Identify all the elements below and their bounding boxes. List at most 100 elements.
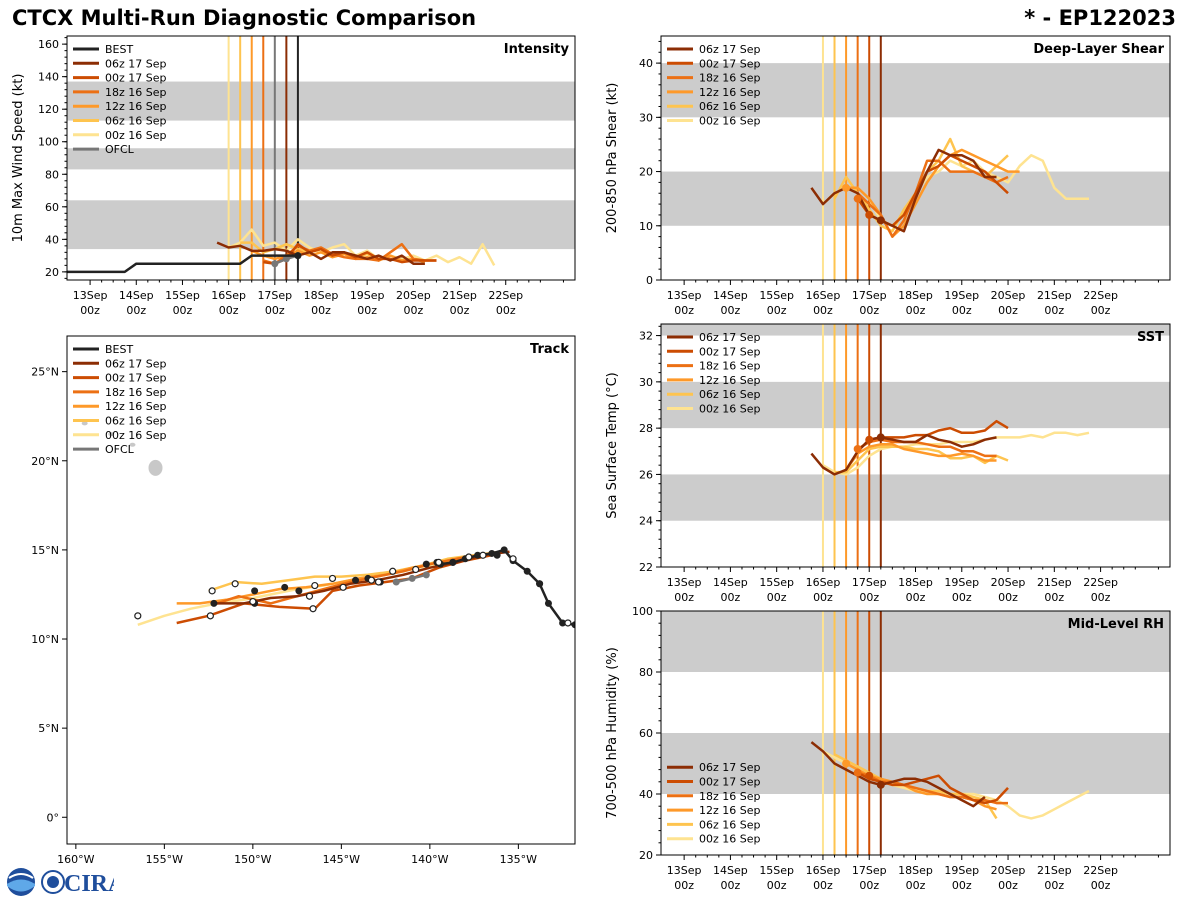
shear-ytick-label: 40 (639, 57, 653, 70)
shear-xtick-label: 20Sep (991, 289, 1026, 302)
rh-legend-label: 18z 16 Sep (699, 790, 761, 803)
rh-init-point (865, 771, 874, 780)
track-position-marker (422, 560, 430, 568)
rh-xtick-label: 14Sep (713, 864, 748, 877)
shear-ytick-label: 30 (639, 111, 653, 124)
intensity-legend-label: 06z 16 Sep (105, 115, 167, 128)
track-position-marker (465, 553, 473, 561)
rh-xtick-label: 16Sep (806, 864, 841, 877)
rh-panel: 20 40 60 80 100 13Sep 00z 14Sep 00z 15Sep 00z 16Sep… (605, 605, 1171, 892)
shear-xtick-label: 15Sep (759, 289, 794, 302)
intensity-band-0 (67, 200, 575, 250)
sst-xtick-label: 22Sep (1083, 576, 1118, 589)
intensity-series-line (228, 228, 496, 267)
shear-init-point (865, 210, 874, 219)
sst-ytick-label: 22 (639, 561, 653, 574)
track-ytick-label: 0° (47, 811, 60, 824)
noaa-emblem-icon (7, 868, 35, 896)
shear-xtick-sublabel: 00z (813, 304, 833, 317)
intensity-ylabel: 10m Max Wind Speed (kt) (11, 74, 26, 243)
shear-xtick-label: 16Sep (806, 289, 841, 302)
rh-ytick-label: 100 (632, 605, 653, 618)
track-ytick-label: 25°N (31, 366, 59, 379)
sst-xtick-label: 14Sep (713, 576, 748, 589)
sst-legend-label: 12z 16 Sep (699, 374, 761, 387)
rh-ytick-label: 60 (639, 727, 653, 740)
intensity-xtick-sublabel: 00z (173, 304, 193, 317)
track-ytick-label: 20°N (31, 455, 59, 468)
intensity-ytick-label: 60 (45, 201, 59, 214)
rh-init-point (853, 768, 862, 777)
shear-xtick-label: 21Sep (1037, 289, 1072, 302)
sst-xtick-sublabel: 00z (859, 591, 879, 604)
intensity-xtick-sublabel: 00z (357, 304, 377, 317)
intensity-xtick-label: 13Sep (73, 289, 108, 302)
shear-legend-label: 06z 16 Sep (699, 100, 761, 113)
sst-xtick-sublabel: 00z (952, 591, 972, 604)
shear-xtick-sublabel: 00z (767, 304, 787, 317)
shear-ytick-label: 10 (639, 220, 653, 233)
cira-emblem-icon (41, 870, 65, 894)
track-position-marker (305, 592, 314, 600)
rh-xtick-sublabel: 00z (998, 879, 1018, 892)
track-legend-label: 12z 16 Sep (105, 400, 167, 413)
intensity-ytick-label: 80 (45, 168, 59, 181)
intensity-xtick-label: 16Sep (211, 289, 246, 302)
shear-xtick-sublabel: 00z (1091, 304, 1111, 317)
sst-ylabel: Sea Surface Temp (°C) (605, 372, 620, 519)
rh-xtick-label: 13Sep (667, 864, 702, 877)
sst-xtick-sublabel: 00z (767, 591, 787, 604)
track-position-marker (449, 558, 457, 566)
rh-ytick-label: 80 (639, 666, 653, 679)
intensity-title: Intensity (504, 42, 570, 57)
track-position-marker (328, 574, 337, 583)
shear-legend-label: 00z 17 Sep (699, 57, 761, 70)
sst-xtick-sublabel: 00z (906, 591, 926, 604)
intensity-xtick-sublabel: 00z (496, 304, 516, 317)
rh-xtick-label: 18Sep (898, 864, 933, 877)
track-plot-area (81, 421, 575, 629)
figure-title: CTCX Multi-Run Diagnostic Comparison (12, 6, 477, 30)
track-position-marker (374, 578, 383, 586)
track-position-marker (564, 619, 572, 627)
track-position-marker (479, 551, 487, 559)
intensity-xtick-sublabel: 00z (311, 304, 331, 317)
track-series-point (422, 571, 430, 579)
intensity-legend-label: BEST (105, 43, 133, 56)
sst-xtick-sublabel: 00z (1091, 591, 1111, 604)
track-series-point (544, 599, 552, 607)
rh-init-point (876, 780, 885, 789)
shear-ytick-label: 20 (639, 166, 653, 179)
sst-xtick-sublabel: 00z (674, 591, 694, 604)
shear-legend-label: 06z 17 Sep (699, 43, 761, 56)
rh-init-point (842, 759, 851, 768)
intensity-series-point (282, 255, 290, 263)
intensity-legend-label: OFCL (105, 143, 135, 156)
intensity-legend-label: 12z 16 Sep (105, 100, 167, 113)
sst-xtick-label: 16Sep (806, 576, 841, 589)
intensity-ytick-label: 20 (45, 266, 59, 279)
track-position-marker (412, 565, 420, 574)
track-series-point (571, 621, 575, 629)
shear-ylabel: 200-850 hPa Shear (kt) (605, 83, 620, 234)
intensity-legend-label: 06z 17 Sep (105, 57, 167, 70)
sst-init-point (853, 444, 862, 453)
sst-xtick-label: 17Sep (852, 576, 887, 589)
rh-band-1 (661, 611, 1170, 672)
track-xtick-label: 150°W (234, 853, 271, 866)
track-position-marker (509, 555, 517, 563)
track-position-marker (311, 581, 319, 590)
track-position-marker (367, 576, 376, 584)
intensity-xtick-sublabel: 00z (80, 304, 100, 317)
intensity-legend-label: 00z 16 Sep (105, 129, 167, 142)
track-xtick-label: 140°W (411, 853, 448, 866)
track-series-line (208, 550, 501, 593)
track-xtick-label: 155°W (146, 853, 183, 866)
sst-xtick-label: 18Sep (898, 576, 933, 589)
track-position-marker (231, 580, 239, 588)
rh-band-0 (661, 733, 1170, 794)
sst-xtick-label: 15Sep (759, 576, 794, 589)
